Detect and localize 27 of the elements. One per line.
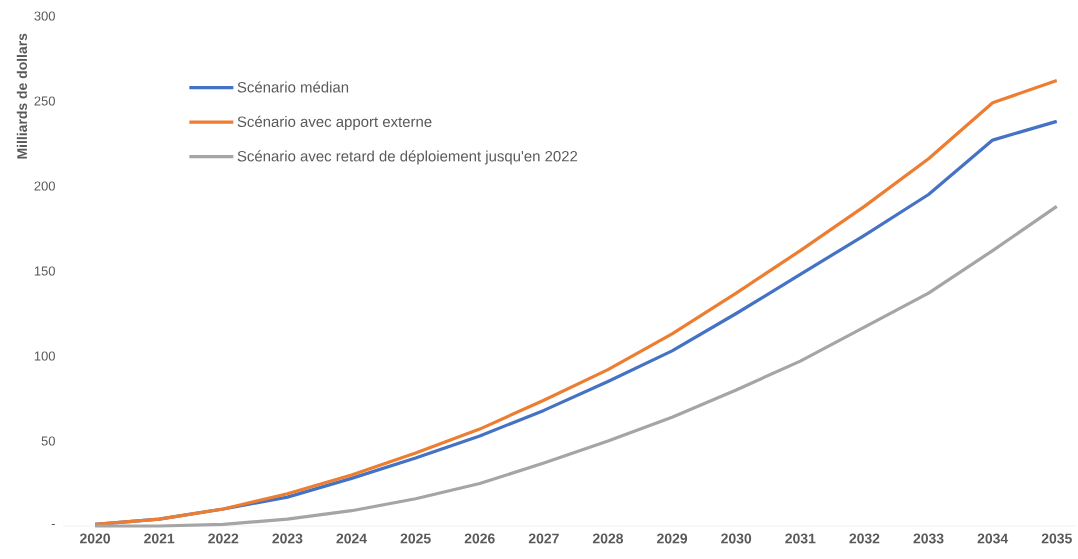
y-tick-label: 250 (34, 96, 55, 106)
x-tick-label: 2027 (528, 533, 559, 544)
x-tick-label: 2025 (400, 533, 431, 544)
x-tick-label: 2021 (144, 533, 175, 544)
x-tick-label: 2033 (913, 533, 944, 544)
x-tick-label: 2029 (657, 533, 688, 544)
x-tick-label: 2034 (977, 533, 1009, 544)
x-tick-label: 2020 (80, 533, 110, 544)
y-tick-label: 100 (34, 351, 55, 361)
y-tick-label: 300 (34, 11, 55, 21)
x-tick-label: 2026 (464, 533, 495, 544)
legend-label: Scénario avec retard de déploiement jusqu'en 2022 (237, 150, 578, 165)
x-tick-label: 2032 (849, 533, 880, 544)
y-axis-title: Milliards de dollars (16, 33, 28, 159)
x-tick-label: 2028 (592, 533, 624, 544)
x-tick-label: 2024 (336, 533, 367, 544)
legend-label: Scénario médian (237, 81, 349, 93)
x-tick-label: 2022 (208, 533, 239, 544)
x-tick-label: 2030 (721, 533, 752, 544)
y-tick-label: 200 (34, 181, 55, 191)
legend-label: Scénario avec apport externe (237, 115, 432, 130)
x-tick-label: 2023 (272, 533, 303, 544)
x-tick-label: 2035 (1041, 533, 1072, 544)
y-tick-label: 150 (34, 266, 55, 276)
y-tick-label: 50 (41, 436, 55, 446)
y-tick-label: - (51, 524, 55, 526)
x-tick-label: 2031 (785, 533, 816, 544)
